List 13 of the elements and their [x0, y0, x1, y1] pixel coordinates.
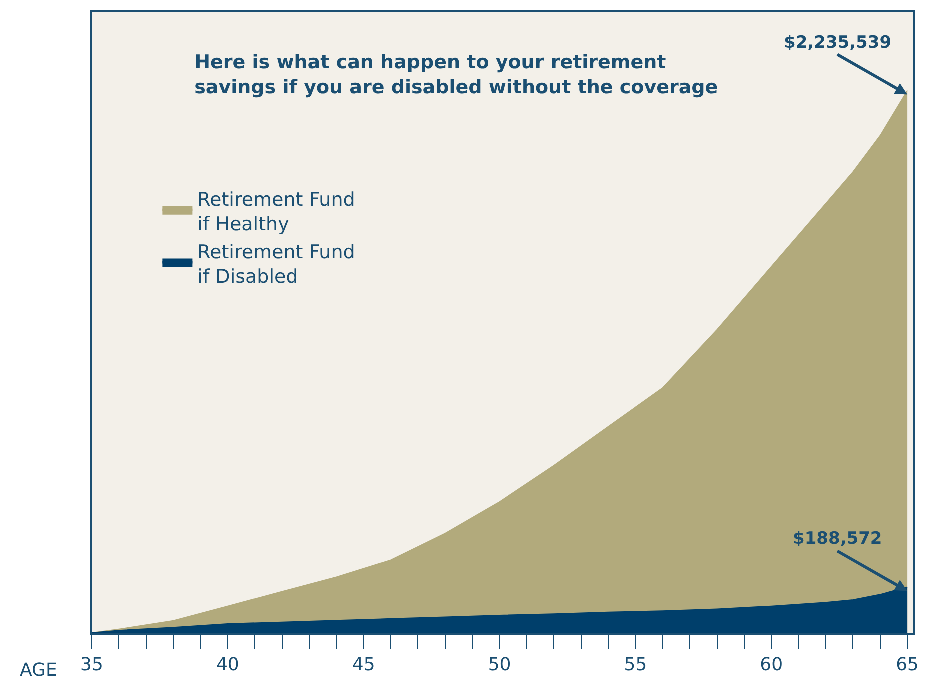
data-label: $188,572: [793, 529, 882, 549]
x-tick-label: 45: [352, 654, 376, 676]
x-tick-label: 55: [624, 654, 648, 676]
x-tick-label: 60: [760, 654, 784, 676]
legend-label: Retirement Fund if Healthy: [198, 188, 356, 236]
text: Here is what can happen to your retirement savings if you are disabled without the coverage: [194, 52, 718, 98]
x-tick-label: 40: [216, 654, 240, 676]
x-tick-label: 35: [80, 654, 104, 676]
legend-label: Retirement Fund if Disabled: [198, 241, 356, 288]
x-tick-label: 50: [488, 654, 512, 676]
x-axis-title: AGE: [20, 660, 58, 681]
x-tick-label: 65: [896, 654, 920, 676]
data-label: $2,235,539: [784, 33, 892, 53]
